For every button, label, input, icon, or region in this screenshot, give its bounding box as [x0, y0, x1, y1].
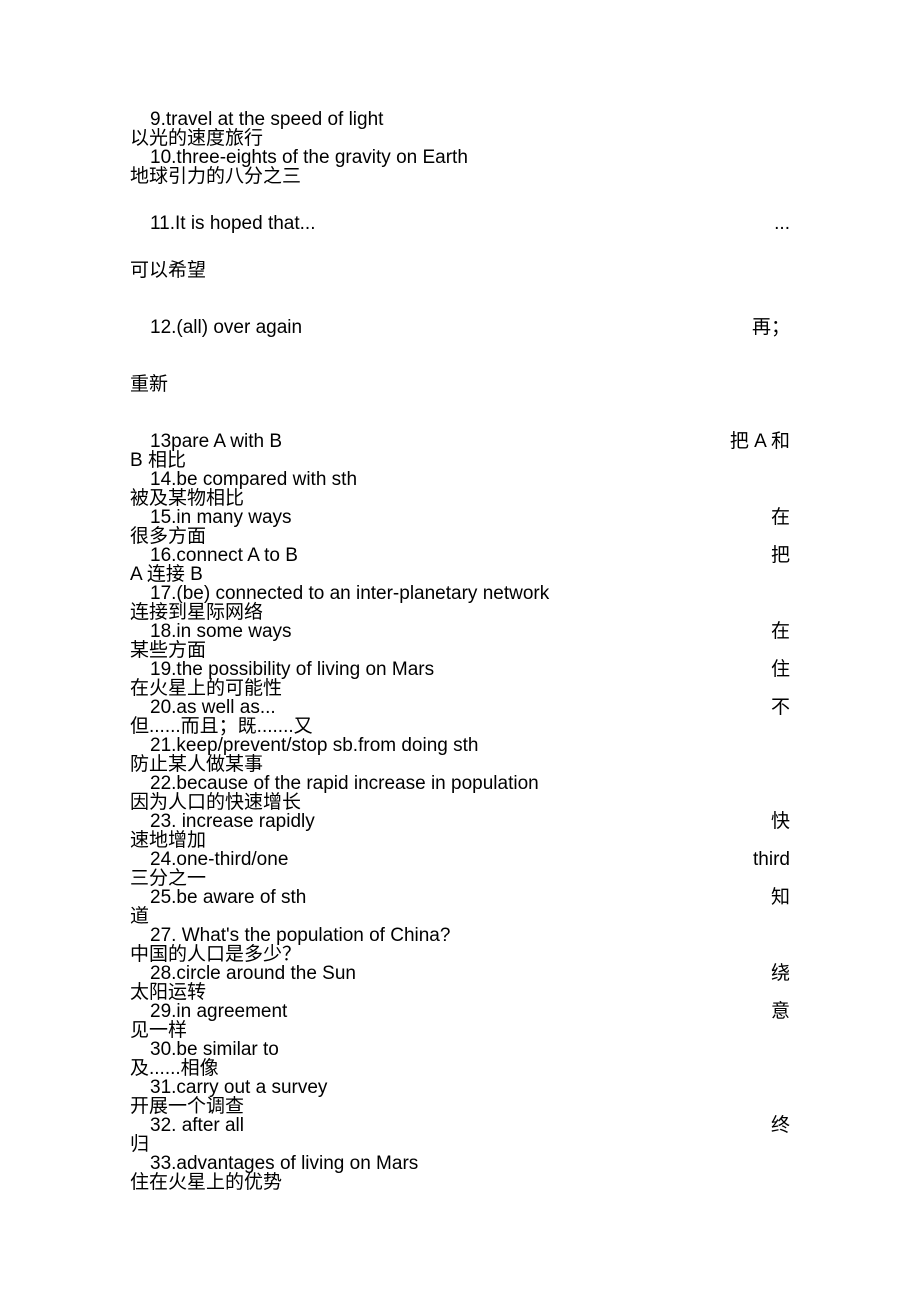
entry-14-zh: 被及某物相比: [130, 489, 790, 508]
entry-33-en: 33.advantages of living on Mars: [130, 1154, 790, 1173]
entry-20-en: 20.as well as... 不: [130, 698, 790, 717]
entry-28-zh: 太阳运转: [130, 983, 790, 1002]
entry-15-en-right: 在: [771, 508, 790, 527]
entry-19-en: 19.the possibility of living on Mars 住: [130, 660, 790, 679]
entry-16-en-left: 16.connect A to B: [150, 546, 298, 565]
entry-12-en-left: 12.(all) over again: [130, 318, 302, 337]
entry-21-zh: 防止某人做某事: [130, 755, 790, 774]
entry-25-en-right: 知: [771, 888, 790, 907]
entry-21-en: 21.keep/prevent/stop sb.from doing sth: [130, 736, 790, 755]
entry-11-zh: 可以希望: [130, 261, 790, 280]
entry-28-en-right: 绕: [771, 964, 790, 983]
entry-24-en-left: 24.one-third/one: [150, 850, 288, 869]
entry-32-en: 32. after all 终: [130, 1116, 790, 1135]
entry-25-en: 25.be aware of sth 知: [130, 888, 790, 907]
entry-19-en-left: 19.the possibility of living on Mars: [150, 660, 434, 679]
entry-32-zh: 归: [130, 1135, 790, 1154]
entry-23-en-left: 23. increase rapidly: [150, 812, 315, 831]
entry-15-en-left: 15.in many ways: [150, 508, 292, 527]
entry-29-en: 29.in agreement 意: [130, 1002, 790, 1021]
entry-13-en: 13pare A with B 把 A 和: [130, 432, 790, 451]
entry-11-en-right: ...: [774, 214, 790, 233]
entry-33-zh: 住在火星上的优势: [130, 1173, 790, 1192]
entry-20-en-right: 不: [771, 698, 790, 717]
entry-18-en: 18.in some ways 在: [130, 622, 790, 641]
entry-27-zh: 中国的人口是多少？: [130, 945, 790, 964]
entry-9-en: 9.travel at the speed of light: [130, 110, 790, 129]
entry-28-en-left: 28.circle around the Sun: [150, 964, 356, 983]
entry-20-en-left: 20.as well as...: [150, 698, 276, 717]
entry-22-en: 22.because of the rapid increase in popu…: [130, 774, 790, 793]
entry-24-zh: 三分之一: [130, 869, 790, 888]
entry-31-en: 31.carry out a survey: [130, 1078, 790, 1097]
entry-19-zh: 在火星上的可能性: [130, 679, 790, 698]
entry-16-zh: A 连接 B: [130, 565, 790, 584]
entry-18-zh: 某些方面: [130, 641, 790, 660]
entry-18-en-right: 在: [771, 622, 790, 641]
entry-11-en-left: 11.It is hoped that...: [130, 214, 315, 233]
entry-24-en-right: third: [753, 850, 790, 869]
entry-30-en: 30.be similar to: [130, 1040, 790, 1059]
entry-16-en-right: 把: [771, 546, 790, 565]
entry-29-en-right: 意: [771, 1002, 790, 1021]
entry-23-en-right: 快: [771, 812, 790, 831]
entry-27-en: 27. What's the population of China?: [130, 926, 790, 945]
entry-29-zh: 见一样: [130, 1021, 790, 1040]
entry-10-en: 10.three-eights of the gravity on Earth: [130, 148, 790, 167]
document-content: 9.travel at the speed of light 以光的速度旅行 1…: [130, 110, 790, 1192]
entry-23-en: 23. increase rapidly 快: [130, 812, 790, 831]
entry-29-en-left: 29.in agreement: [150, 1002, 287, 1021]
entry-15-en: 15.in many ways 在: [130, 508, 790, 527]
entry-31-zh: 开展一个调查: [130, 1097, 790, 1116]
entry-12-en-right: 再；: [752, 318, 790, 337]
entry-20-zh: 但......而且；既.......又: [130, 717, 790, 736]
entry-23-zh: 速地增加: [130, 831, 790, 850]
entry-15-zh: 很多方面: [130, 527, 790, 546]
entry-10-zh: 地球引力的八分之三: [130, 167, 790, 186]
entry-18-en-left: 18.in some ways: [150, 622, 292, 641]
entry-25-en-left: 25.be aware of sth: [150, 888, 306, 907]
entry-32-en-right: 终: [771, 1116, 790, 1135]
entry-12-zh: 重新: [130, 375, 790, 394]
entry-17-en: 17.(be) connected to an inter-planetary …: [130, 584, 790, 603]
entry-30-zh: 及......相像: [130, 1059, 790, 1078]
entry-13-en-left: 13pare A with B: [150, 432, 282, 451]
entry-22-zh: 因为人口的快速增长: [130, 793, 790, 812]
entry-9-zh: 以光的速度旅行: [130, 129, 790, 148]
entry-13-zh: B 相比: [130, 451, 790, 470]
entry-17-zh: 连接到星际网络: [130, 603, 790, 622]
entry-28-en: 28.circle around the Sun 绕: [130, 964, 790, 983]
entry-13-en-right: 把 A 和: [730, 432, 790, 451]
entry-25-zh: 道: [130, 907, 790, 926]
entry-32-en-left: 32. after all: [150, 1116, 244, 1135]
entry-11-en: 11.It is hoped that... ...: [130, 214, 790, 233]
entry-16-en: 16.connect A to B 把: [130, 546, 790, 565]
entry-19-en-right: 住: [771, 660, 790, 679]
entry-24-en: 24.one-third/one third: [130, 850, 790, 869]
entry-12-en: 12.(all) over again 再；: [130, 318, 790, 337]
entry-14-en: 14.be compared with sth: [130, 470, 790, 489]
